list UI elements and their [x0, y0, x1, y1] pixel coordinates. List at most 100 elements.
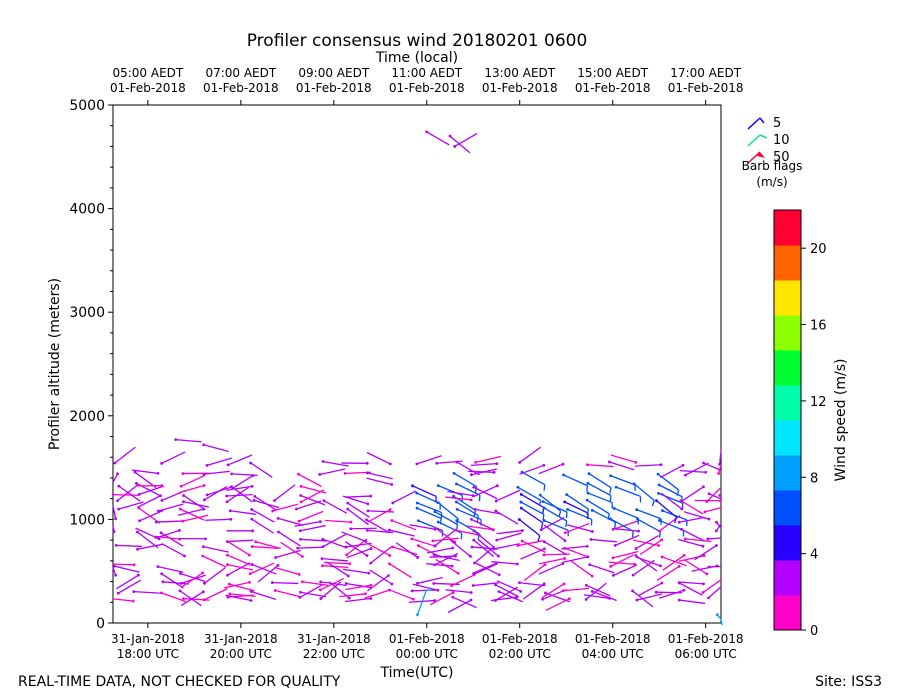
wind-barb [587, 482, 612, 497]
wind-barb-dot [590, 574, 594, 578]
wind-barb-dot [299, 485, 303, 488]
colorbar-tick-label: 20 [810, 242, 827, 257]
wind-barb [203, 444, 229, 453]
wind-barb-dot [659, 564, 662, 568]
wind-barb-dot [369, 597, 373, 600]
wind-barb-dot [415, 501, 419, 505]
wind-barb [389, 563, 412, 579]
colorbar-segment [774, 385, 801, 421]
wind-barb [416, 507, 442, 519]
wind-barb-dot [111, 493, 115, 497]
wind-barb [325, 519, 352, 523]
wind-barb-dot [496, 554, 500, 558]
wind-barb [391, 519, 417, 531]
wind-barb-dot [201, 590, 205, 594]
wind-barb-dot [250, 517, 254, 521]
wind-barb [496, 532, 522, 541]
wind-barb-dot [677, 520, 681, 524]
wind-barb [585, 582, 607, 600]
barb-legend-title: Barb flags [742, 159, 803, 173]
wind-barb-dot [252, 499, 256, 502]
wind-barb [433, 526, 456, 543]
wind-barb-dot [451, 591, 455, 594]
wind-barb-dot [584, 597, 588, 601]
wind-barb [656, 500, 677, 518]
wind-barb-dot [321, 564, 324, 568]
wind-barb-dot [474, 460, 478, 464]
wind-barb [251, 508, 275, 523]
wind-barb [637, 518, 661, 533]
wind-barb [418, 520, 443, 532]
wind-barb [494, 543, 520, 550]
wind-barb-dot [226, 463, 230, 467]
wind-barb [613, 564, 638, 576]
wind-barb [538, 463, 564, 475]
wind-barb [473, 485, 498, 498]
wind-barb [538, 563, 563, 575]
wind-barb-dot [436, 501, 440, 505]
wind-barb-dot [561, 462, 565, 466]
wind-barb-dot [436, 520, 440, 524]
wind-barb-dot [702, 461, 705, 465]
wind-barb-dot [658, 529, 661, 533]
wind-barb-dot [586, 491, 590, 495]
wind-barb-dot [228, 509, 232, 513]
wind-barb-dot [270, 581, 274, 585]
wind-barb [366, 542, 391, 557]
wind-barb-dot [660, 581, 664, 585]
wind-barb [227, 554, 252, 566]
wind-barb [703, 462, 722, 471]
wind-barb [300, 524, 326, 532]
wind-barb-dot [116, 499, 119, 503]
wind-barb [417, 576, 443, 584]
wind-barb-dot [561, 562, 565, 566]
wind-barb [137, 543, 164, 550]
wind-barb-dot [589, 538, 593, 541]
wind-barb [161, 542, 185, 557]
wind-barb [112, 473, 119, 483]
x-tick-label-date: 01-Feb-2018 [575, 632, 651, 646]
wind-barb-dot [607, 460, 611, 464]
wind-barb-dot [322, 499, 326, 503]
wind-barb [592, 590, 617, 602]
plot-area [112, 104, 722, 624]
wind-barb [632, 590, 654, 608]
wind-barb [132, 469, 158, 475]
wind-barb-dot [635, 508, 639, 511]
wind-barb-dot [276, 563, 280, 567]
wind-barb [114, 446, 136, 464]
wind-barb [135, 527, 160, 540]
wind-barb-dot [469, 498, 473, 502]
wind-barb [473, 582, 500, 587]
wind-barb [113, 493, 140, 496]
wind-barb-dot [634, 554, 638, 558]
wind-barb [175, 438, 202, 443]
top-x-tick-label-date: 01-Feb-2018 [389, 81, 465, 95]
wind-barb-dot [174, 438, 178, 442]
x-tick-label-time: 02:00 UTC [489, 647, 551, 661]
wind-barb-dot [658, 519, 661, 522]
wind-barb [543, 507, 568, 522]
wind-barb [588, 473, 612, 489]
wind-barb-flag [673, 517, 678, 524]
wind-barb-dot [181, 472, 185, 475]
wind-barb [180, 572, 204, 589]
wind-barb-dot [344, 582, 348, 585]
wind-barb-dot [473, 561, 476, 565]
wind-barb [612, 520, 638, 530]
colorbar-tick-label: 0 [810, 624, 818, 639]
wind-barb-dot [113, 461, 117, 465]
wind-barb-dot [519, 500, 523, 504]
wind-barb-dot [518, 581, 521, 585]
wind-barb-dot [516, 485, 520, 489]
colorbar-tick-label: 16 [810, 319, 827, 334]
wind-barb [612, 550, 639, 559]
wind-barb [275, 589, 301, 598]
wind-barb [445, 589, 472, 594]
wind-barb-dot [320, 557, 324, 561]
wind-barb [320, 581, 347, 587]
wind-barb-dot [416, 556, 420, 559]
wind-barb-dot [251, 474, 255, 478]
wind-barb-dot [519, 589, 523, 593]
